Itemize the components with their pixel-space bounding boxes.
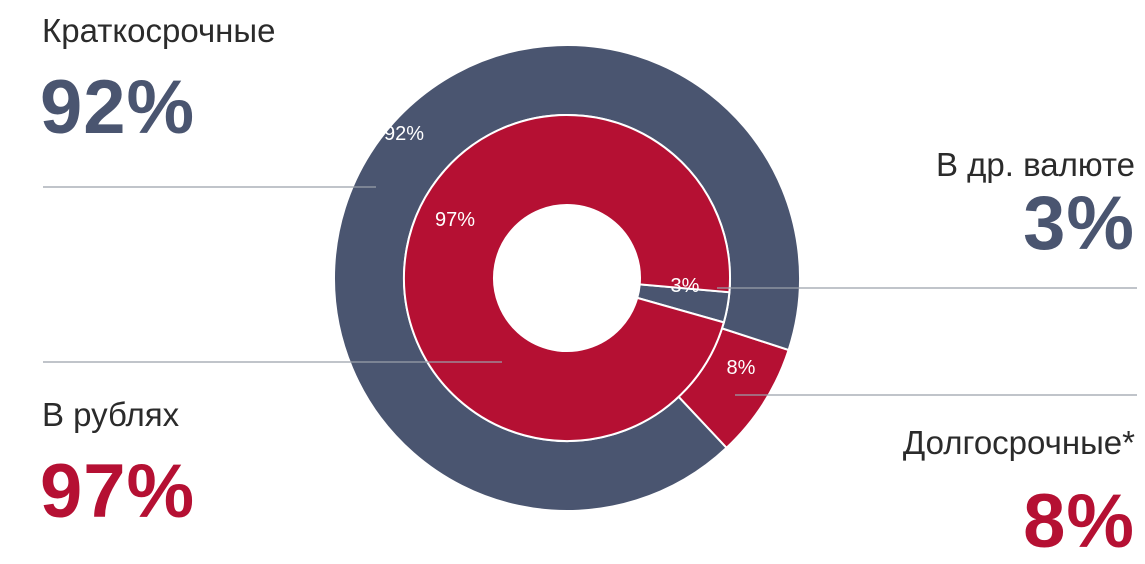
inner-ring	[403, 114, 731, 443]
legend-value-rubles: 97%	[40, 449, 196, 534]
slice-label-long-term: 8%	[727, 357, 756, 379]
inner-slice-rubles	[403, 114, 731, 443]
legend-label-rubles: В рублях	[42, 396, 180, 433]
legend-value-long-term: 8%	[1023, 479, 1135, 564]
legend-label-short-term: Краткосрочные	[42, 12, 276, 49]
slice-label-short-term: 92%	[384, 123, 424, 145]
legend-label-long-term: Долгосрочные*	[902, 424, 1135, 461]
leader-lines	[43, 186, 1137, 396]
slice-label-rubles: 97%	[435, 209, 475, 231]
legend-value-other-currency: 3%	[1023, 181, 1135, 266]
legend-value-short-term: 92%	[40, 65, 196, 150]
slice-label-other-currency: 3%	[671, 275, 700, 297]
legend-label-other-currency: В др. валюте	[935, 146, 1135, 183]
